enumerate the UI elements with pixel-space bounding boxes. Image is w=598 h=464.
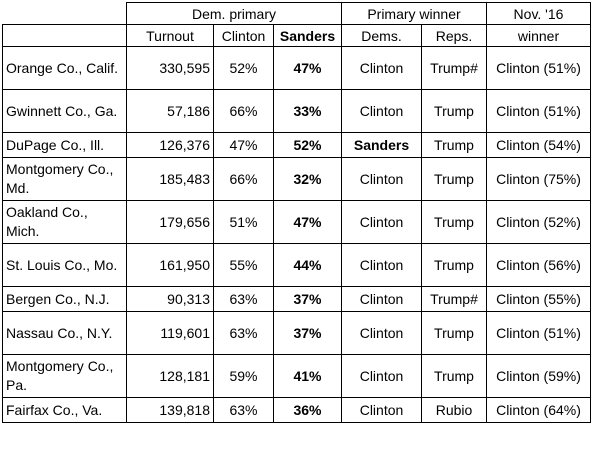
clinton-pct-cell: 47% <box>213 132 274 158</box>
header-sanders: Sanders <box>273 24 342 47</box>
turnout-cell: 57,186 <box>126 89 214 133</box>
header-dems: Dems. <box>341 24 422 47</box>
nov16-winner-cell: Clinton (51%) <box>486 311 591 355</box>
county-name: Oakland Co., Mich. <box>2 200 127 244</box>
table-row: St. Louis Co., Mo. 161,950 55% 44% Clint… <box>2 243 591 287</box>
turnout-cell: 161,950 <box>126 243 214 287</box>
clinton-pct-cell: 66% <box>213 89 274 133</box>
rep-winner-cell: Trump <box>421 89 487 133</box>
nov16-winner-cell: Clinton (55%) <box>486 286 591 312</box>
header-turnout: Turnout <box>126 24 214 47</box>
dem-winner-cell: Clinton <box>341 354 422 398</box>
county-name: Fairfax Co., Va. <box>2 397 127 423</box>
county-name: Montgomery Co., Pa. <box>2 354 127 398</box>
nov16-winner-cell: Clinton (75%) <box>486 157 591 201</box>
county-name: Orange Co., Calif. <box>2 46 127 90</box>
table-row: Oakland Co., Mich. 179,656 51% 47% Clint… <box>2 200 591 244</box>
table-row: Orange Co., Calif. 330,595 52% 47% Clint… <box>2 46 591 90</box>
sanders-pct-cell: 52% <box>273 132 342 158</box>
county-name: Bergen Co., N.J. <box>2 286 127 312</box>
turnout-cell: 128,181 <box>126 354 214 398</box>
county-name: St. Louis Co., Mo. <box>2 243 127 287</box>
dem-winner-cell: Clinton <box>341 157 422 201</box>
sanders-pct-cell: 47% <box>273 46 342 90</box>
nov16-winner-cell: Clinton (51%) <box>486 46 591 90</box>
sanders-pct-cell: 44% <box>273 243 342 287</box>
rep-winner-cell: Trump <box>421 354 487 398</box>
header-group-row: Dem. primary Primary winner Nov. '16 <box>2 2 591 25</box>
turnout-cell: 90,313 <box>126 286 214 312</box>
county-name: DuPage Co., Ill. <box>2 132 127 158</box>
nov16-winner-cell: Clinton (56%) <box>486 243 591 287</box>
turnout-cell: 139,818 <box>126 397 214 423</box>
nov16-winner-cell: Clinton (51%) <box>486 89 591 133</box>
nov16-winner-cell: Clinton (64%) <box>486 397 591 423</box>
clinton-pct-cell: 55% <box>213 243 274 287</box>
dem-winner-cell: Clinton <box>341 46 422 90</box>
county-primary-table: Dem. primary Primary winner Nov. '16 Tur… <box>2 2 591 423</box>
header-clinton: Clinton <box>213 24 274 47</box>
dem-winner-cell: Clinton <box>341 243 422 287</box>
dem-winner-cell: Clinton <box>341 311 422 355</box>
clinton-pct-cell: 63% <box>213 311 274 355</box>
header-corner-cell <box>2 2 127 25</box>
rep-winner-cell: Trump <box>421 132 487 158</box>
rep-winner-cell: Trump# <box>421 46 487 90</box>
dem-winner-cell: Clinton <box>341 200 422 244</box>
turnout-cell: 330,595 <box>126 46 214 90</box>
clinton-pct-cell: 63% <box>213 397 274 423</box>
header-county-cell <box>2 24 127 47</box>
sanders-pct-cell: 32% <box>273 157 342 201</box>
sanders-pct-cell: 47% <box>273 200 342 244</box>
header-sub-row: Turnout Clinton Sanders Dems. Reps. winn… <box>2 24 591 47</box>
table-row: Montgomery Co., Pa. 128,181 59% 41% Clin… <box>2 354 591 398</box>
rep-winner-cell: Rubio <box>421 397 487 423</box>
header-primary-winner: Primary winner <box>341 2 487 25</box>
county-name: Montgomery Co., Md. <box>2 157 127 201</box>
county-name: Nassau Co., N.Y. <box>2 311 127 355</box>
county-name: Gwinnett Co., Ga. <box>2 89 127 133</box>
sanders-pct-cell: 33% <box>273 89 342 133</box>
header-reps: Reps. <box>421 24 487 47</box>
dem-winner-cell: Sanders <box>341 132 422 158</box>
nov16-winner-cell: Clinton (54%) <box>486 132 591 158</box>
clinton-pct-cell: 63% <box>213 286 274 312</box>
header-nov16: Nov. '16 <box>486 2 591 25</box>
sanders-pct-cell: 36% <box>273 397 342 423</box>
clinton-pct-cell: 51% <box>213 200 274 244</box>
sanders-pct-cell: 37% <box>273 286 342 312</box>
rep-winner-cell: Trump <box>421 311 487 355</box>
rep-winner-cell: Trump <box>421 200 487 244</box>
nov16-winner-cell: Clinton (52%) <box>486 200 591 244</box>
clinton-pct-cell: 59% <box>213 354 274 398</box>
rep-winner-cell: Trump# <box>421 286 487 312</box>
table-row: Montgomery Co., Md. 185,483 66% 32% Clin… <box>2 157 591 201</box>
table-row: Nassau Co., N.Y. 119,601 63% 37% Clinton… <box>2 311 591 355</box>
turnout-cell: 119,601 <box>126 311 214 355</box>
turnout-cell: 185,483 <box>126 157 214 201</box>
dem-winner-cell: Clinton <box>341 89 422 133</box>
table-row: Bergen Co., N.J. 90,313 63% 37% Clinton … <box>2 286 591 312</box>
turnout-cell: 126,376 <box>126 132 214 158</box>
dem-winner-cell: Clinton <box>341 397 422 423</box>
clinton-pct-cell: 52% <box>213 46 274 90</box>
nov16-winner-cell: Clinton (59%) <box>486 354 591 398</box>
sanders-pct-cell: 41% <box>273 354 342 398</box>
table-row: Gwinnett Co., Ga. 57,186 66% 33% Clinton… <box>2 89 591 133</box>
rep-winner-cell: Trump <box>421 243 487 287</box>
turnout-cell: 179,656 <box>126 200 214 244</box>
clinton-pct-cell: 66% <box>213 157 274 201</box>
table-row: DuPage Co., Ill. 126,376 47% 52% Sanders… <box>2 132 591 158</box>
dem-winner-cell: Clinton <box>341 286 422 312</box>
rep-winner-cell: Trump <box>421 157 487 201</box>
header-nov16-winner: winner <box>486 24 591 47</box>
header-dem-primary: Dem. primary <box>126 2 342 25</box>
sanders-pct-cell: 37% <box>273 311 342 355</box>
table-row: Fairfax Co., Va. 139,818 63% 36% Clinton… <box>2 397 591 423</box>
